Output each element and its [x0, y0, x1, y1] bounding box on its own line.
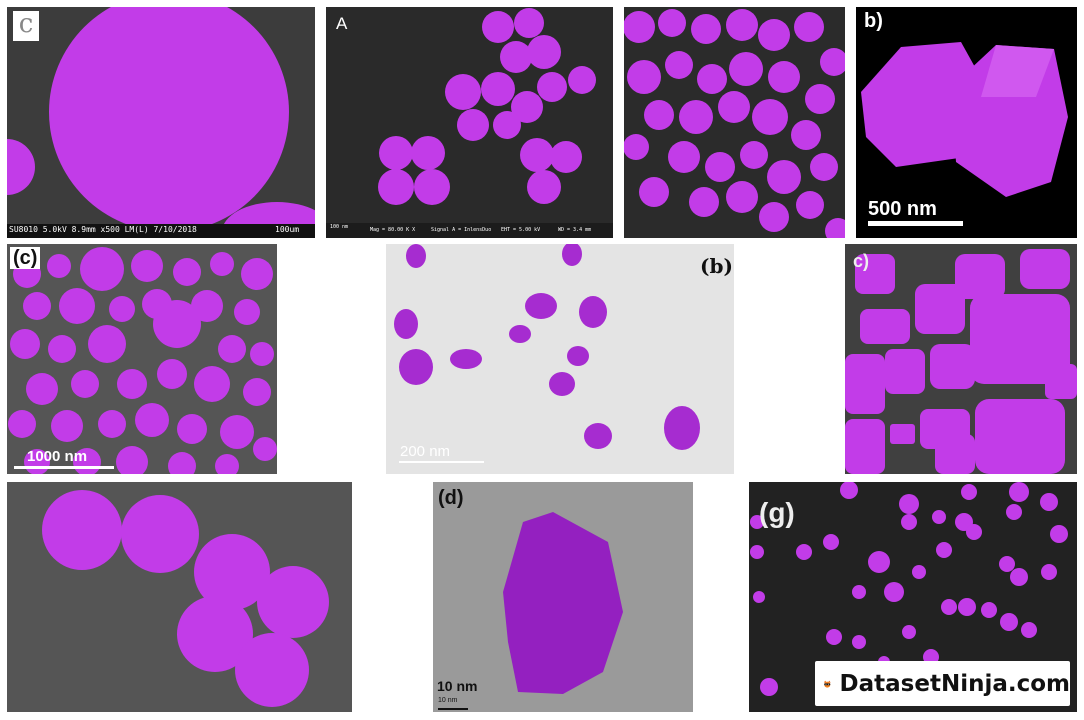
- sem-image-large-sphere: [7, 7, 315, 238]
- panel-sem-polydisperse: (c) 1000 nm: [7, 244, 277, 474]
- sem-signal: Signal A = InlensDuo: [431, 227, 492, 233]
- panel-label: c: [13, 11, 39, 41]
- scale-bar: [399, 461, 484, 463]
- scale-bar-label: 10 nm: [437, 678, 478, 694]
- sem-wd: WD = 3.4 mm: [558, 227, 592, 233]
- sem-footer-text: SU8010 5.0kV 8.9mm x500 LM(L) 7/10/2018: [9, 225, 197, 234]
- panel-label: (b): [700, 254, 733, 278]
- panel-label: (c): [10, 247, 41, 269]
- dataset-ninja-watermark: DatasetNinja.com: [815, 661, 1070, 706]
- scale-bar: [868, 221, 963, 226]
- panel-sem-chain: [7, 482, 352, 712]
- panel-tem-irregular: (b) 200 nm: [386, 244, 734, 474]
- sem-image-dense-spheres: [624, 7, 845, 238]
- sem-eht: EHT = 5.00 kV: [501, 227, 541, 233]
- tem-image-single: [433, 482, 693, 712]
- panel-sem-dense-spheres: [624, 7, 845, 238]
- sem-image-rounded-cubes: [845, 244, 1077, 474]
- tem-image-irregular: [386, 244, 734, 474]
- panel-label: c): [853, 251, 870, 271]
- panel-label: A: [336, 14, 348, 33]
- sem-mag: Mag = 80.00 K X: [370, 227, 416, 233]
- panel-label: b): [864, 10, 883, 32]
- sem-image-polydisperse: [7, 244, 277, 474]
- scale-bar-small-label: 10 nm: [438, 697, 458, 704]
- panel-sem-clusters: A 100 nm Mag = 80.00 K X Signal A = Inle…: [326, 7, 613, 238]
- scale-bar: [14, 466, 114, 469]
- panel-sem-cubes: b) 500 nm: [856, 7, 1077, 238]
- scale-bar-label: 500 nm: [868, 198, 937, 220]
- panel-label: (d): [438, 487, 464, 509]
- scale-bar-label: 100um: [275, 225, 300, 234]
- ninja-cat-icon: [823, 680, 831, 688]
- scale-bar: [438, 708, 468, 710]
- panel-sem-rounded-cubes: c): [845, 244, 1077, 474]
- panel-label: (g): [759, 497, 795, 528]
- sem-image-clusters: [326, 7, 613, 238]
- sem-scale: 100 nm: [330, 224, 349, 230]
- sem-image-cubes: [856, 7, 1077, 238]
- panel-tem-single: (d) 10 nm 10 nm: [433, 482, 693, 712]
- scale-bar-label: 200 nm: [400, 443, 451, 460]
- brand-name: DatasetNinja.com: [839, 670, 1070, 697]
- panel-sem-large-sphere: c SU8010 5.0kV 8.9mm x500 LM(L) 7/10/201…: [7, 7, 315, 238]
- scale-bar-label: 1000 nm: [27, 448, 88, 465]
- sem-image-chain: [7, 482, 352, 712]
